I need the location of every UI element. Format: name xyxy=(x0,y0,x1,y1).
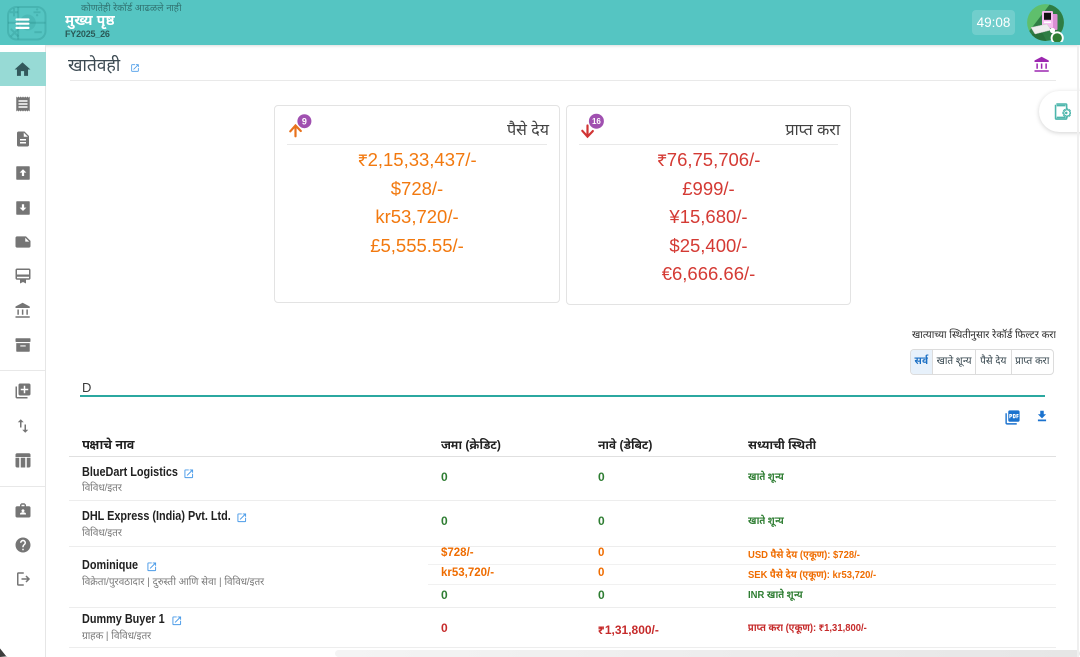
svg-text:16: 16 xyxy=(592,117,601,126)
svg-text:9: 9 xyxy=(302,116,307,126)
